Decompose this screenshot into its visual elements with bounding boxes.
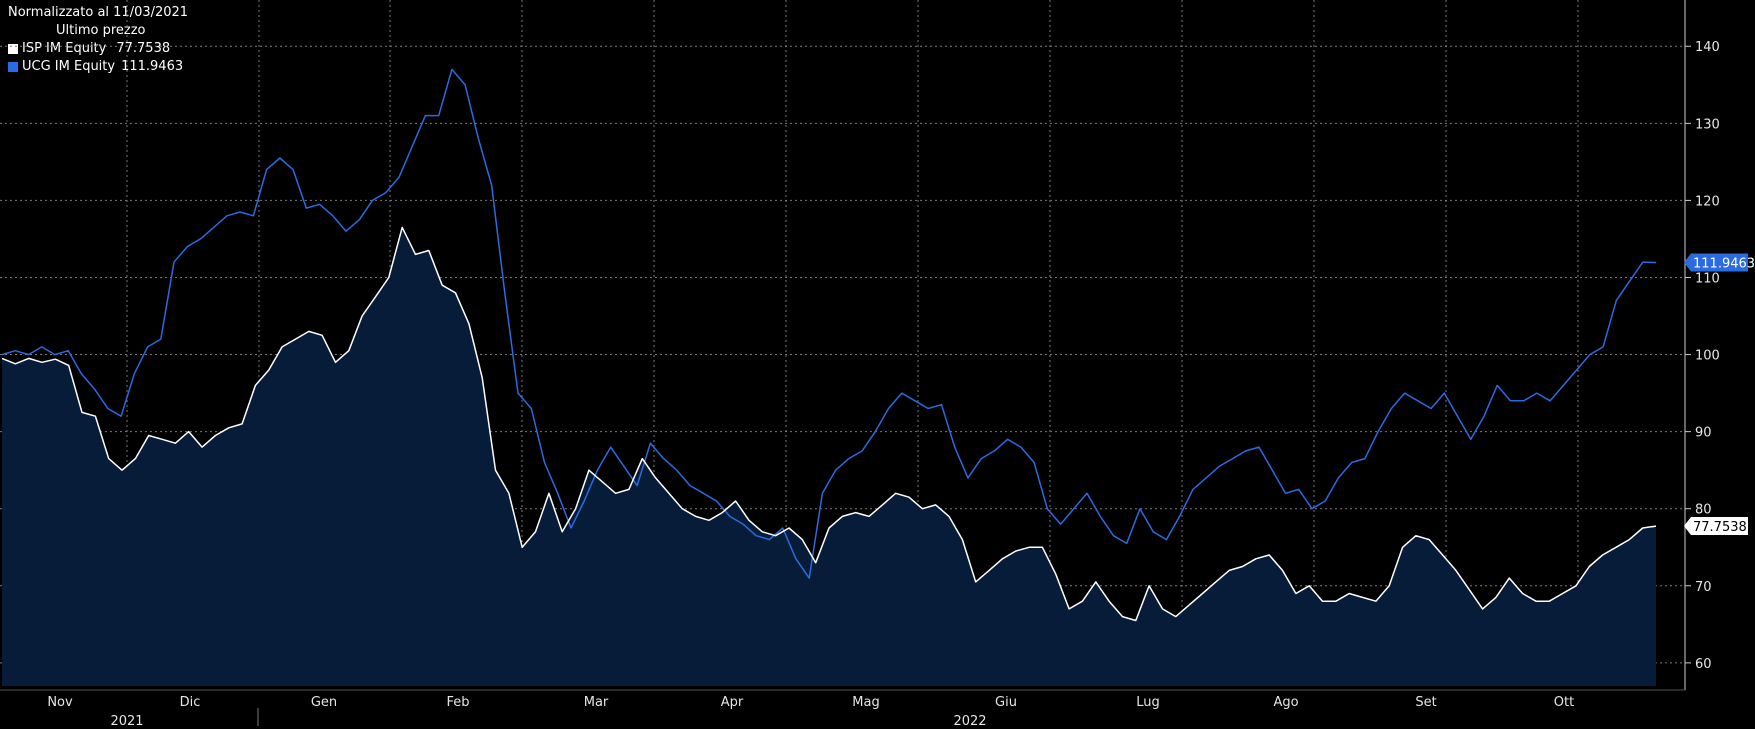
plot-area [1, 68, 1657, 686]
legend-item-isp: ISP IM Equity 77.7538 [8, 40, 188, 58]
legend-swatch-isp [8, 44, 18, 54]
legend-series-name-isp: ISP IM Equity [22, 41, 107, 56]
legend-series-value-isp: 77.7538 [116, 41, 171, 56]
x-month-label-1: Dic [180, 695, 201, 710]
legend-swatch-ucg [8, 62, 18, 72]
series-area-isp [2, 227, 1656, 686]
y-tick-label-140: 140 [1695, 40, 1720, 55]
x-year-label-1: 2022 [953, 714, 986, 729]
legend-item-ucg: UCG IM Equity 111.9463 [8, 58, 188, 76]
last-value-ucg-tag-label: 111.9463 [1693, 256, 1755, 271]
last-value-isp-tag-bg [1684, 517, 1748, 536]
series-line-isp [1, 226, 1657, 622]
y-tick-label-110: 110 [1695, 271, 1720, 286]
y-tick-label-100: 100 [1695, 349, 1720, 364]
y-axis: 60 70 80 90 100 110 120 130 140 111.9463 77.7538 [1684, 0, 1755, 690]
x-month-label-10: Set [1415, 695, 1436, 710]
y-tick-label-60: 60 [1695, 657, 1712, 672]
x-axis: Nov Dic Gen Feb Mar Apr Mag Giu Lug Ago Set Ott 2021… [0, 689, 1685, 729]
last-value-ucg-tag-bg [1684, 253, 1748, 272]
x-month-label-8: Lug [1136, 695, 1160, 710]
x-month-label-6: Mag [852, 695, 879, 710]
legend-series-value-ucg: 111.9463 [121, 59, 184, 74]
legend-series-name-ucg: UCG IM Equity [22, 59, 116, 74]
last-price-label: Ultimo prezzo [56, 23, 146, 38]
y-tick-label-80: 80 [1695, 503, 1712, 518]
x-month-label-5: Apr [721, 695, 744, 710]
x-month-label-9: Ago [1273, 695, 1298, 710]
x-month-label-2: Gen [311, 695, 337, 710]
chart-legend: Normalizzato al 11/03/2021 Ultimo prezzo… [8, 4, 188, 76]
y-tick-label-90: 90 [1695, 426, 1712, 441]
x-year-label-0: 2021 [110, 714, 143, 729]
series-line-ucg [1, 68, 1657, 579]
y-tick-label-130: 130 [1695, 117, 1720, 132]
y-tick-label-70: 70 [1695, 580, 1712, 595]
y-tick-label-120: 120 [1695, 194, 1720, 209]
x-month-label-11: Ott [1554, 695, 1574, 710]
normalized-label: Normalizzato al 11/03/2021 [8, 5, 189, 20]
x-month-label-3: Feb [446, 695, 469, 710]
x-month-label-0: Nov [47, 695, 73, 710]
x-month-label-4: Mar [584, 695, 609, 710]
last-value-isp-tag-label: 77.7538 [1693, 520, 1747, 535]
x-month-label-7: Giu [995, 695, 1017, 710]
